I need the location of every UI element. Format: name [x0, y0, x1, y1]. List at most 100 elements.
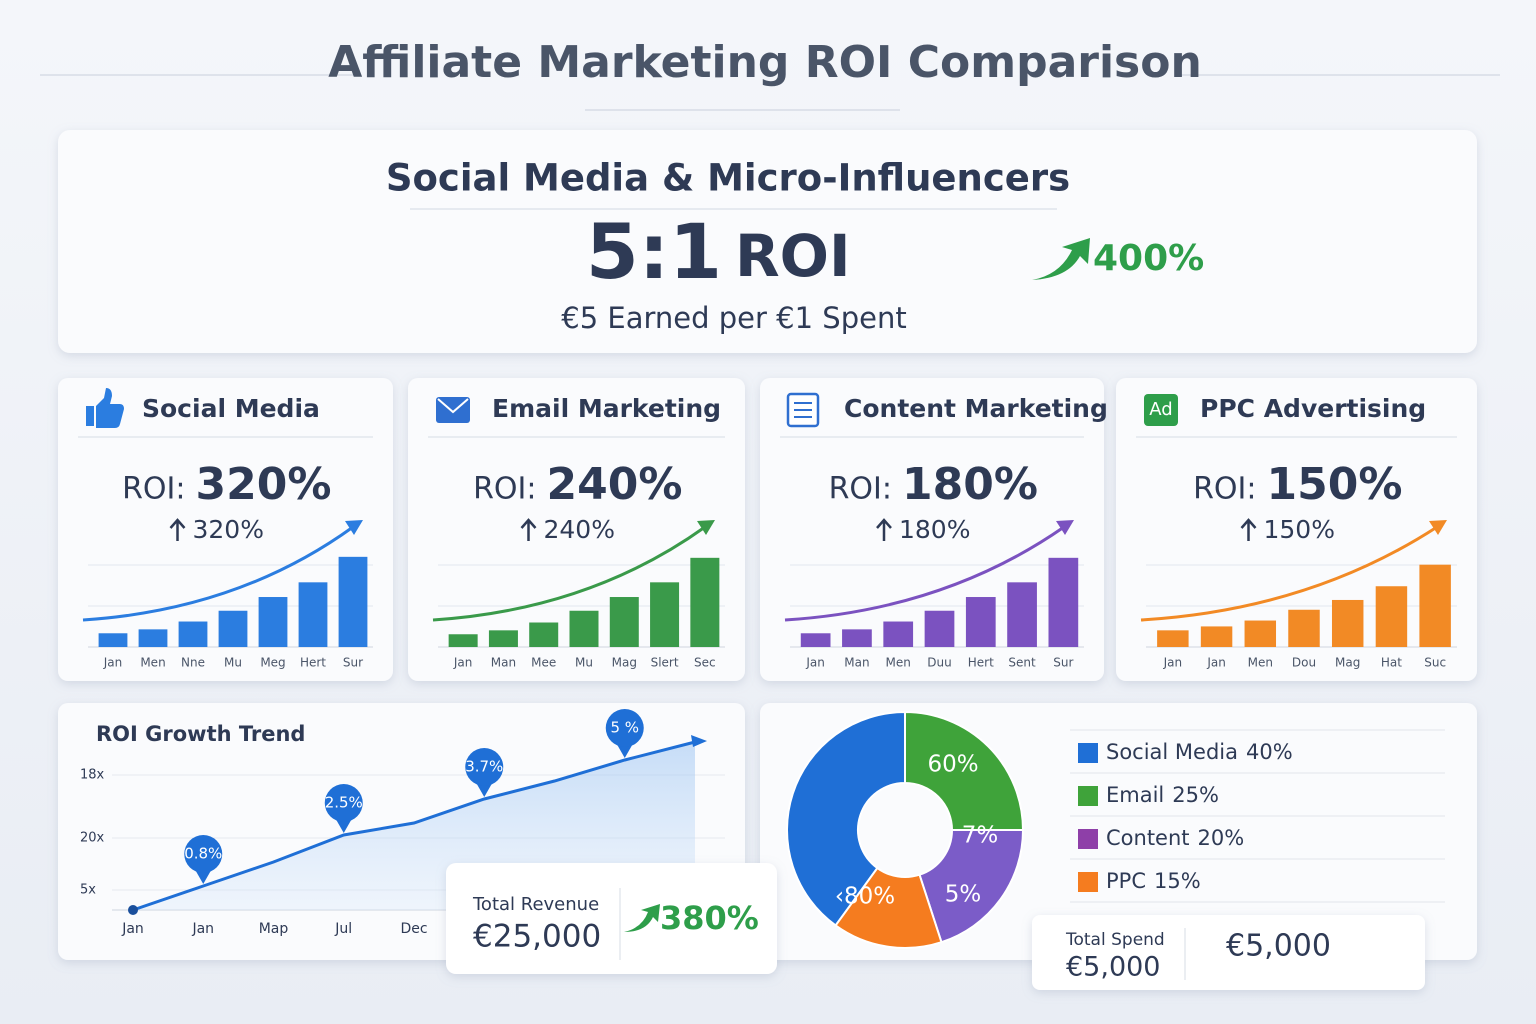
legend-name: Content [1106, 826, 1190, 850]
pin [476, 783, 493, 797]
up-arrow [876, 518, 892, 541]
legend-name: PPC [1106, 869, 1146, 893]
x-tick-label: Men [1248, 656, 1273, 670]
x-tick-label: Jan [1206, 656, 1226, 670]
x-tick-label: Sent [1008, 656, 1036, 670]
trend-arrow [1140, 525, 1438, 622]
x-tick-label: Hert [968, 656, 994, 670]
bar [609, 597, 639, 647]
bar [1331, 599, 1364, 647]
roi-label: ROI: [473, 472, 536, 507]
x-tick-label: Jan [121, 921, 144, 937]
legend-name: Social Media [1106, 740, 1238, 764]
slice [786, 710, 906, 927]
hero-arrow [1032, 238, 1090, 280]
y-label: 5x [80, 883, 96, 898]
slice-label: ‹80% [835, 884, 895, 910]
icon [86, 388, 124, 428]
trend-arrow-head [1429, 520, 1447, 535]
x-tick-label: Nne [181, 656, 205, 670]
bar [1048, 557, 1079, 647]
value-label: 5 % [610, 719, 639, 737]
roi-value: 320% [196, 459, 332, 510]
bar [1288, 609, 1320, 647]
x-tick-label: Man [844, 656, 869, 670]
icon [437, 398, 469, 414]
pin [616, 744, 633, 758]
y-label: 20x [80, 831, 105, 846]
bar [218, 610, 248, 647]
bar [650, 582, 680, 647]
bar [258, 597, 288, 647]
roi-value: 240% [547, 459, 683, 510]
x-tick-label: Sur [1053, 656, 1073, 670]
bar [800, 633, 831, 647]
bar [883, 621, 914, 647]
bar [1375, 586, 1408, 647]
spend-card [1032, 915, 1425, 990]
icon [1144, 394, 1178, 426]
y-label: 18x [80, 768, 105, 783]
bar [98, 633, 128, 647]
bar [178, 621, 208, 647]
line [132, 740, 696, 912]
revenue-card [446, 863, 777, 974]
hero-ratio-unit: ROI [735, 222, 851, 290]
x-tick-label: Hat [1381, 656, 1402, 670]
slice [834, 866, 943, 949]
up-arrow [1240, 518, 1257, 541]
roi-label: ROI: [1193, 472, 1256, 507]
x-tick-label: Mu [575, 656, 593, 670]
bar [338, 556, 368, 647]
x-tick-label: Dou [1292, 656, 1316, 670]
x-tick-label: Sec [694, 656, 716, 670]
roi-value: 180% [902, 459, 1038, 510]
pin-head [605, 709, 644, 747]
slice [904, 710, 1025, 831]
x-tick-label: Mag [1335, 656, 1360, 670]
value-label: 2.5% [325, 794, 363, 812]
x-tick-label: Jan [1163, 656, 1183, 670]
legend-entry: PPC 15% [1106, 869, 1201, 893]
trend-arrow [432, 525, 706, 622]
trend-arrow-head [1056, 520, 1074, 535]
value-label: 0.8% [184, 845, 222, 863]
slice [918, 829, 1025, 944]
legend-value: 20% [1198, 826, 1245, 850]
legend-swatch [1078, 743, 1098, 763]
x-tick-label: Jul [334, 921, 352, 937]
trend-arrow [82, 525, 354, 622]
slice-label: 7% [962, 823, 999, 849]
roi-change: 150% [1264, 515, 1335, 544]
trend-arrow [784, 525, 1065, 622]
page-title: Affiliate Marketing ROI Comparison [328, 37, 1202, 88]
spend-amount: €5,000 [1066, 952, 1160, 983]
card-title: Email Marketing [492, 394, 721, 423]
x-tick-label: Meg [260, 656, 285, 670]
x-tick-label: Map [259, 921, 289, 937]
bar [529, 622, 559, 647]
legend-value: 40% [1246, 740, 1293, 764]
hero-card [58, 130, 1477, 353]
bar [1007, 582, 1037, 647]
bar [448, 634, 478, 647]
legend-value: 15% [1154, 869, 1201, 893]
icon-text: Ad [1149, 399, 1172, 420]
x-tick-label: Mu [224, 656, 242, 670]
bar [690, 557, 720, 647]
hero-heading: Social Media & Micro-Influencers [386, 157, 1070, 200]
card-title: PPC Advertising [1200, 394, 1426, 423]
bar [1200, 626, 1233, 647]
x-tick-label: Mag [612, 656, 637, 670]
x-tick-label: Jan [103, 656, 123, 670]
x-tick-label: Jan [805, 656, 825, 670]
x-tick-label: Sur [343, 656, 363, 670]
bar [138, 629, 168, 647]
up-arrow [520, 518, 537, 541]
card-title: Content Marketing [844, 394, 1108, 423]
pin [195, 870, 212, 884]
slice-label: 60% [927, 752, 978, 778]
charts: Social Media ROI: 320% 320% Jan Men Nne Mu Meg He… [58, 378, 1477, 949]
